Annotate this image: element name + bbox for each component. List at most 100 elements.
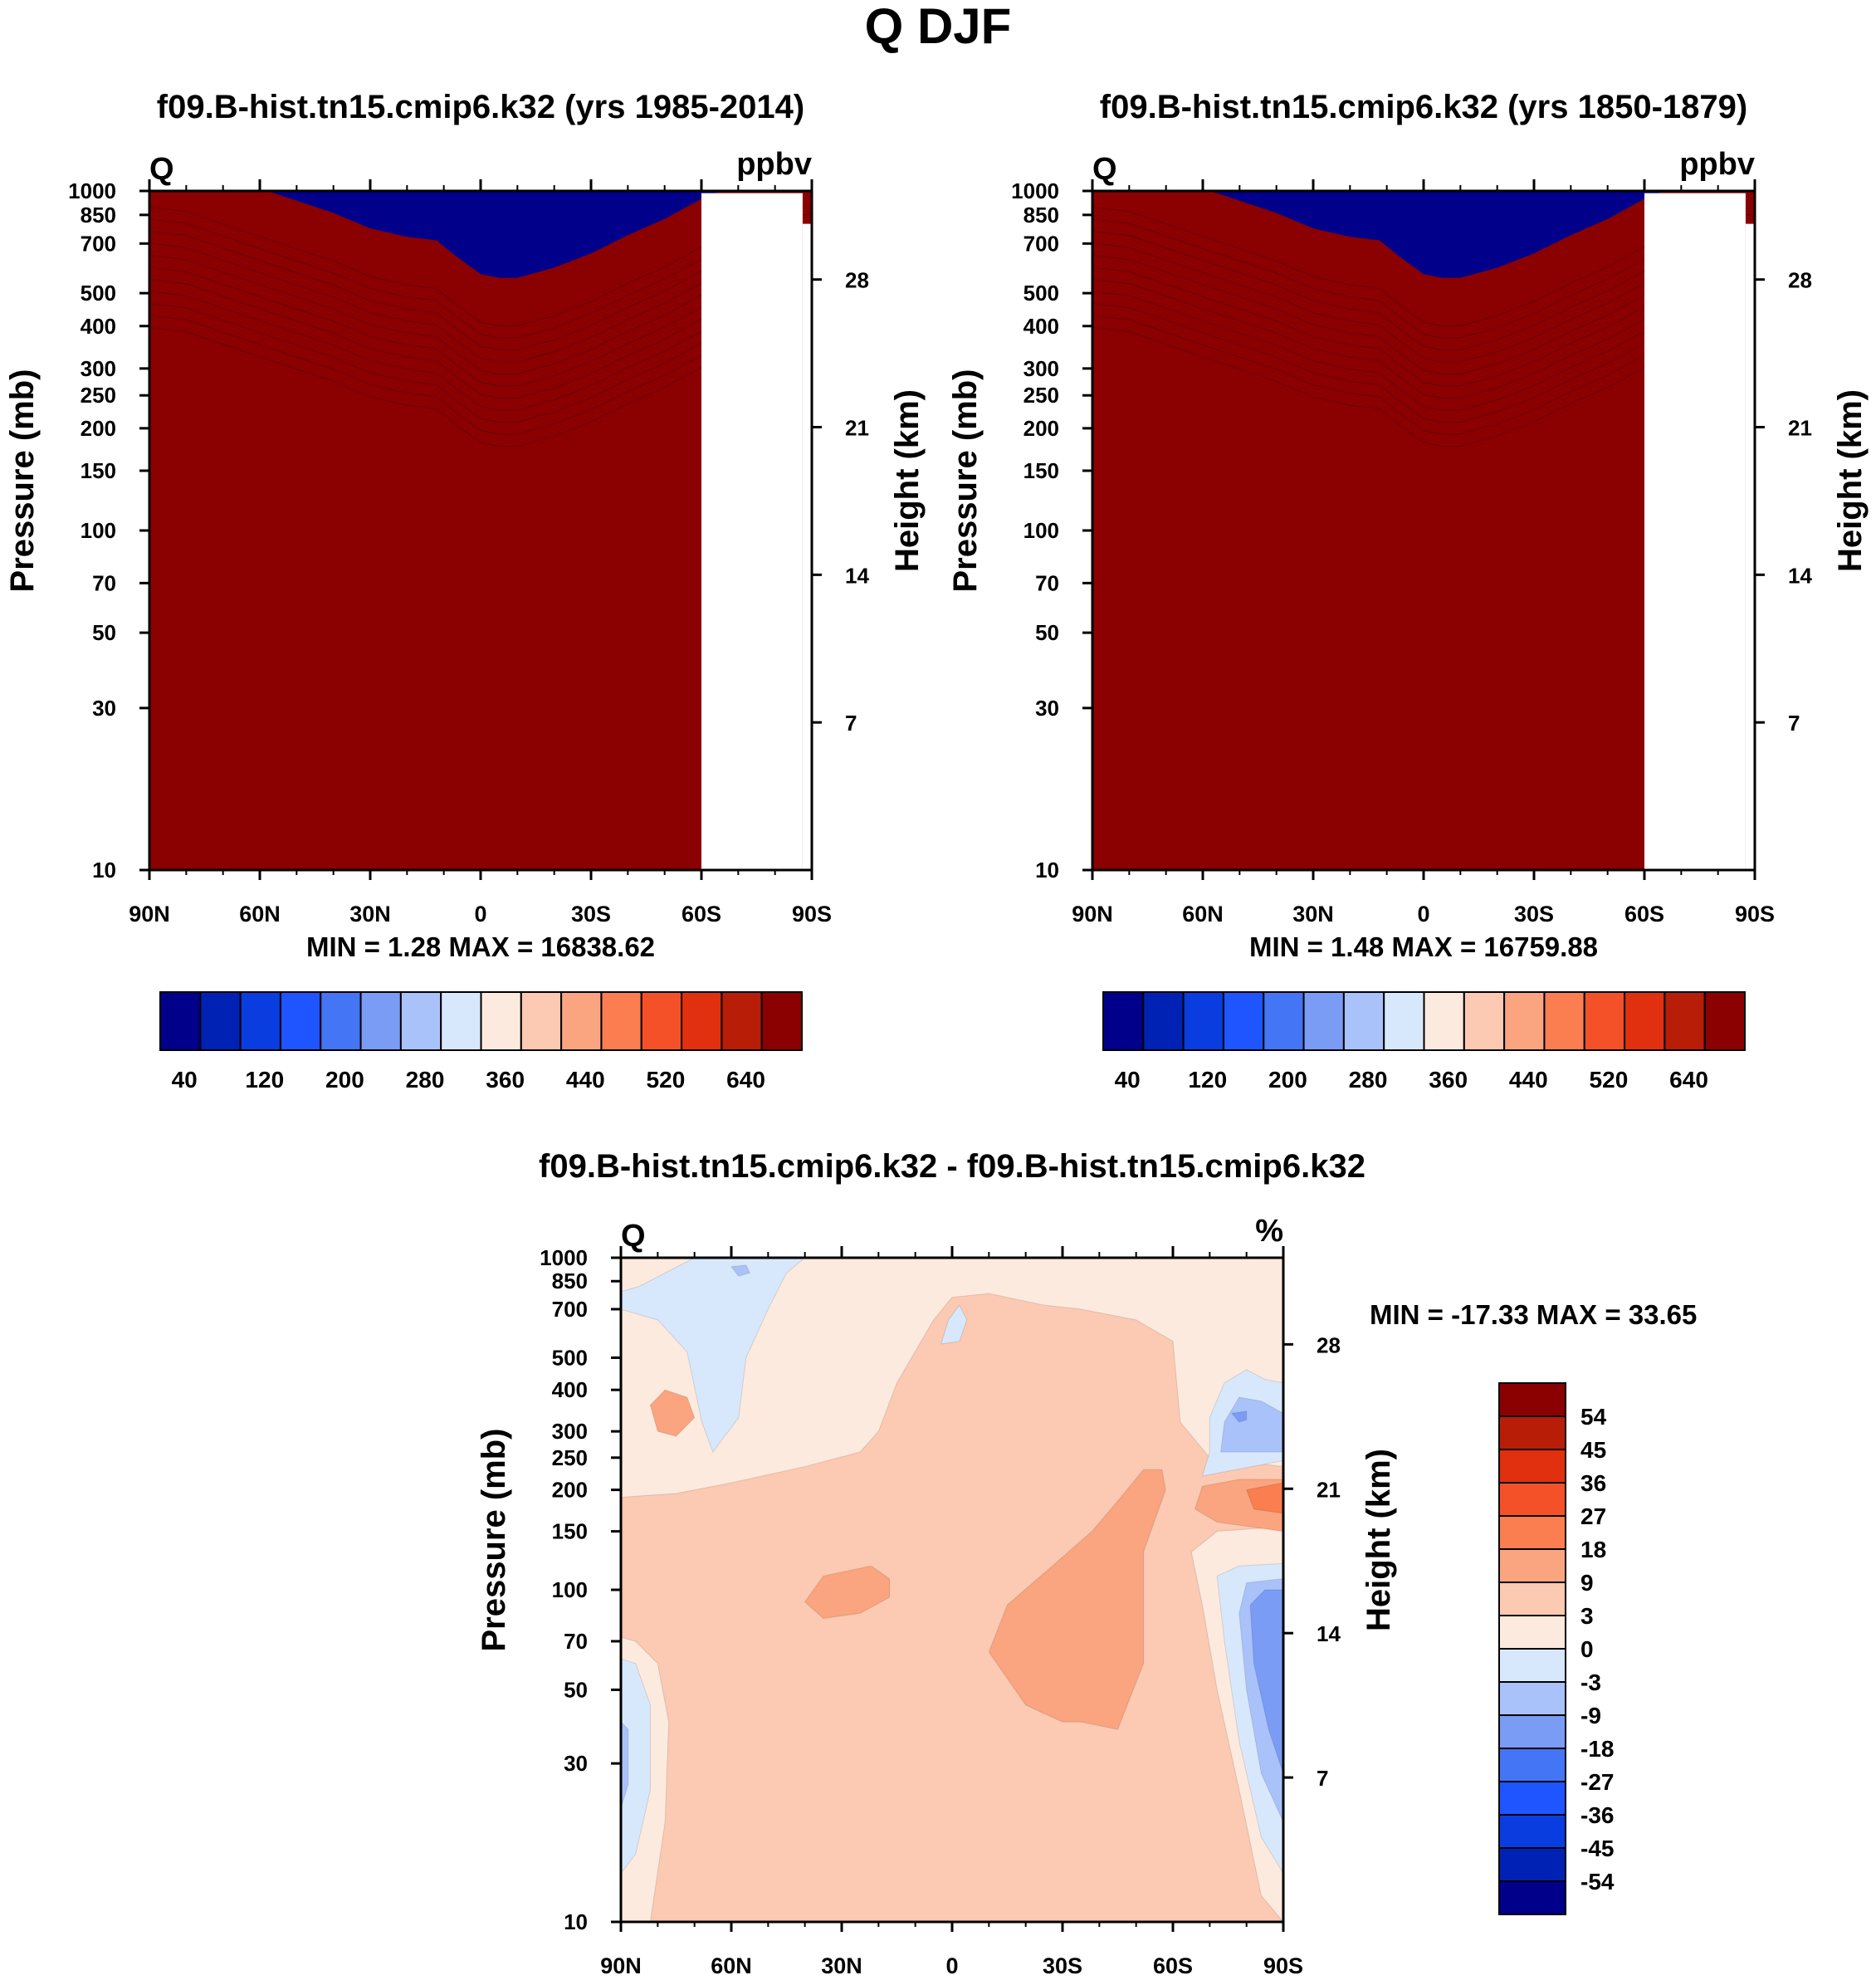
p2-xtick-label: 60N — [1182, 902, 1224, 926]
p2-colorbar-label: 120 — [1188, 1067, 1227, 1093]
p2-colorbar-box — [1182, 991, 1224, 1051]
p1-colorbar-box — [480, 991, 522, 1051]
p3-band-neg9-surface-speck — [730, 1264, 750, 1277]
p2-colorbar-label: 200 — [1268, 1067, 1307, 1093]
p2-ytick-label: 100 — [1023, 518, 1059, 543]
p3-rtick-label: 28 — [1317, 1332, 1341, 1357]
p2-units-label: ppbv — [1679, 147, 1755, 182]
p2-colorbar-box — [1423, 991, 1465, 1051]
p3-colorbar-box — [1498, 1482, 1566, 1517]
p2-colorbar: 40 120 200 280 360 440 520 640 — [1102, 991, 1746, 1093]
p2-xtick-label: 30S — [1514, 902, 1554, 926]
p2-missing-data — [1644, 193, 1746, 870]
p2-ytick-label: 300 — [1023, 356, 1059, 381]
p1-ytick-label: 300 — [81, 356, 116, 381]
p1-ytick-label: 250 — [81, 383, 116, 408]
p3-colorbar-box — [1498, 1382, 1566, 1417]
p2-contour-band — [1092, 191, 1755, 870]
p2-colorbar-box — [1222, 991, 1265, 1051]
p2-axes: 90N 60N 30N 0 30S 60S 90S 10 30 50 70 100 150 200 2503… — [947, 89, 1869, 962]
p2-field — [1092, 191, 1755, 870]
p1-ytick-label: 150 — [81, 458, 116, 483]
p1-ytick-label: 30 — [92, 696, 116, 721]
p3-ytick-label: 500 — [552, 1345, 588, 1370]
p1-xtick-label: 60N — [239, 902, 281, 926]
p3-colorbar-label: 9 — [1580, 1570, 1594, 1596]
p3-ytick-label: 50 — [564, 1677, 588, 1702]
p2-ytick-label: 30 — [1035, 696, 1059, 721]
p2-variable-label: Q — [1092, 152, 1117, 187]
p3-xtick-label: 60N — [711, 1953, 752, 1978]
p2-missing-data — [1745, 223, 1755, 870]
p1-colorbar-label: 120 — [245, 1067, 284, 1093]
p3-colorbar-box — [1498, 1714, 1566, 1749]
p1-ytick-label: 1000 — [68, 178, 116, 203]
p2-xtick-label: 90N — [1072, 902, 1113, 926]
p1-ytick-label: 400 — [81, 314, 116, 339]
p3-colorbar-box — [1498, 1648, 1566, 1683]
p3-colorbar-label: -3 — [1580, 1670, 1601, 1695]
p1-colorbar-box — [640, 991, 683, 1051]
p2-ytick-label: 850 — [1023, 203, 1059, 227]
p3-xtick-label: 30N — [821, 1953, 862, 1978]
p3-rtick-label: 21 — [1317, 1477, 1341, 1502]
p2-colorbar-box — [1463, 991, 1506, 1051]
p1-field — [149, 191, 812, 870]
p2-ylabel-right: Height (km) — [1832, 389, 1869, 572]
p2-ytick-label: 50 — [1035, 620, 1059, 645]
p1-variable-label: Q — [149, 152, 174, 187]
p2-colorbar-box — [1663, 991, 1706, 1051]
p1-ytick-label: 700 — [81, 231, 116, 256]
p2-colorbar-box — [1624, 991, 1666, 1051]
p3-colorbar-box — [1498, 1615, 1566, 1650]
p3-ytick-label: 700 — [552, 1297, 588, 1322]
p3-colorbar-box — [1498, 1515, 1566, 1550]
p3-band-18to27-sh-200 — [1245, 1482, 1283, 1514]
p1-xtick-label: 30S — [571, 902, 611, 926]
p2-rtick-label: 14 — [1788, 563, 1812, 588]
p3-band-neg18-sh-speck — [1230, 1410, 1248, 1423]
p1-colorbar-box — [359, 991, 402, 1051]
p1-colorbar-box — [560, 991, 603, 1051]
p3-colorbar-label: -45 — [1580, 1836, 1614, 1861]
p2-colorbar-box — [1102, 991, 1145, 1051]
p3-band-neg18-sh-strat — [1249, 1589, 1283, 1774]
p3-ytick-label: 10 — [564, 1909, 588, 1934]
p3-field — [621, 1258, 1283, 1922]
p3-xtick-label: 60S — [1153, 1953, 1193, 1978]
p3-ytick-label: 30 — [564, 1751, 588, 1776]
p3-band-neg3to0-eq — [940, 1304, 968, 1345]
p1-colorbar-label: 200 — [325, 1067, 364, 1093]
p1-colorbar-box — [760, 991, 803, 1051]
p1-min-max: MIN = 1.28 MAX = 16838.62 — [306, 931, 655, 962]
p3-band-9to18-nh-300 — [649, 1389, 696, 1437]
p3-xtick-label: 90N — [600, 1953, 642, 1978]
p2-colorbar-box — [1263, 991, 1305, 1051]
p3-colorbar-label: 54 — [1580, 1404, 1607, 1430]
p1-colorbar-box — [159, 991, 202, 1051]
figure-title: Q DJF — [865, 0, 1012, 54]
p3-rtick-label: 7 — [1317, 1766, 1328, 1791]
p3-colorbar-label: -9 — [1580, 1703, 1601, 1728]
p2-colorbar-box — [1703, 991, 1746, 1051]
p3-band-9to18-sh-50 — [988, 1469, 1166, 1730]
p1-colorbar-box — [239, 991, 281, 1051]
p1-ytick-label: 50 — [92, 620, 116, 645]
p2-title: f09.B-hist.tn15.cmip6.k32 (yrs 1850-1879… — [1100, 89, 1747, 125]
p3-colorbar-label: 36 — [1580, 1470, 1606, 1496]
p1-colorbar-box — [199, 991, 242, 1051]
p3-colorbar-label: 3 — [1580, 1603, 1594, 1629]
p3-units-label: % — [1255, 1214, 1283, 1249]
p2-colorbar-box — [1583, 991, 1626, 1051]
p3-band-neg3to0-nh-strat — [621, 1658, 651, 1875]
p1-colorbar-box — [520, 991, 563, 1051]
p3-ytick-label: 300 — [552, 1419, 588, 1444]
p3-colorbar-box — [1498, 1548, 1566, 1583]
p2-rtick-label: 7 — [1788, 711, 1800, 736]
p3-xtick-label: 90S — [1263, 1953, 1303, 1978]
p2-ytick-label: 150 — [1023, 458, 1059, 483]
p3-ylabel-right: Height (km) — [1361, 1449, 1397, 1631]
p3-band-neg9-sh-trop — [1220, 1396, 1283, 1453]
p3-band-neg3to0-nh-trop — [621, 1258, 806, 1454]
p3-ytick-label: 250 — [552, 1445, 588, 1470]
